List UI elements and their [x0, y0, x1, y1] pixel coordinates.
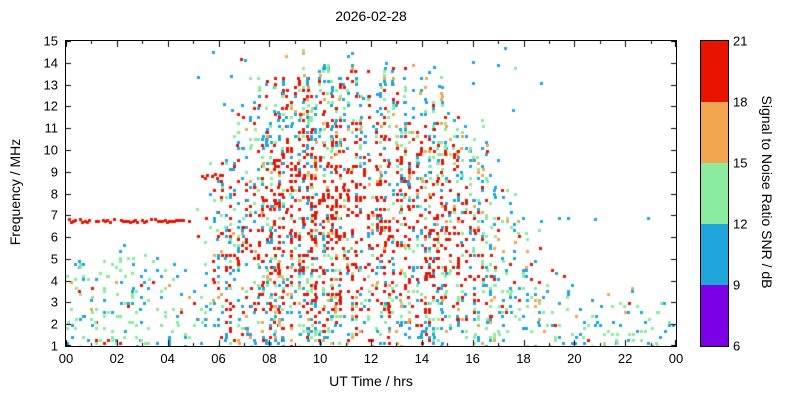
y-tick-label: 2 [50, 316, 58, 332]
y-tick-label: 7 [50, 207, 58, 223]
y-tick-label: 8 [50, 186, 58, 201]
x-tick-label: 14 [414, 351, 430, 366]
x-tick-label: 22 [617, 351, 633, 366]
colorbar-band-12-15 [701, 163, 728, 224]
x-tick-label: 02 [109, 351, 125, 366]
colorbar-label: Signal to Noise Ratio SNR / dB [759, 95, 775, 289]
y-tick-label: 11 [44, 120, 59, 136]
chart-title: 2026-02-28 [335, 8, 407, 24]
y-tick-label: 13 [43, 77, 58, 93]
colorbar-tick-label: 12 [733, 216, 748, 232]
x-tick-label: 10 [312, 351, 328, 366]
y-tick-label: 5 [50, 251, 58, 267]
colorbar-tick-label: 15 [733, 155, 748, 171]
x-tick-label: 16 [465, 351, 480, 366]
y-axis-label: Frequency / MHz [7, 138, 23, 246]
colorbar-band-6-9 [701, 285, 728, 346]
colorbar [700, 40, 729, 347]
y-tick-label: 4 [50, 273, 58, 289]
colorbar-band-9-12 [701, 224, 728, 285]
y-tick-label: 9 [50, 164, 58, 180]
plot-area [65, 40, 677, 347]
colorbar-tick-label: 9 [733, 277, 741, 293]
x-tick-label: 04 [160, 351, 175, 366]
y-tick-label: 12 [43, 98, 58, 114]
scatter-canvas [66, 41, 676, 346]
colorbar-band-15-18 [701, 102, 728, 163]
colorbar-tick-label: 21 [733, 33, 748, 49]
y-tick-label: 15 [43, 33, 58, 49]
x-axis-label: UT Time / hrs [329, 373, 413, 389]
x-tick-label: 20 [567, 351, 582, 366]
x-tick-label: 00 [58, 351, 74, 366]
colorbar-band-18-21 [701, 41, 728, 102]
x-tick-label: 08 [262, 351, 277, 366]
colorbar-tick-label: 6 [733, 338, 741, 354]
y-tick-label: 10 [43, 142, 58, 158]
x-tick-label: 06 [211, 351, 226, 366]
y-tick-label: 3 [50, 294, 58, 310]
colorbar-tick-label: 18 [733, 94, 748, 110]
x-tick-label: 18 [516, 351, 531, 366]
y-tick-label: 14 [43, 55, 58, 71]
x-tick-label: 12 [363, 351, 379, 366]
y-tick-label: 6 [50, 229, 58, 245]
y-tick-label: 1 [50, 338, 58, 354]
x-tick-label: 00 [668, 351, 684, 366]
